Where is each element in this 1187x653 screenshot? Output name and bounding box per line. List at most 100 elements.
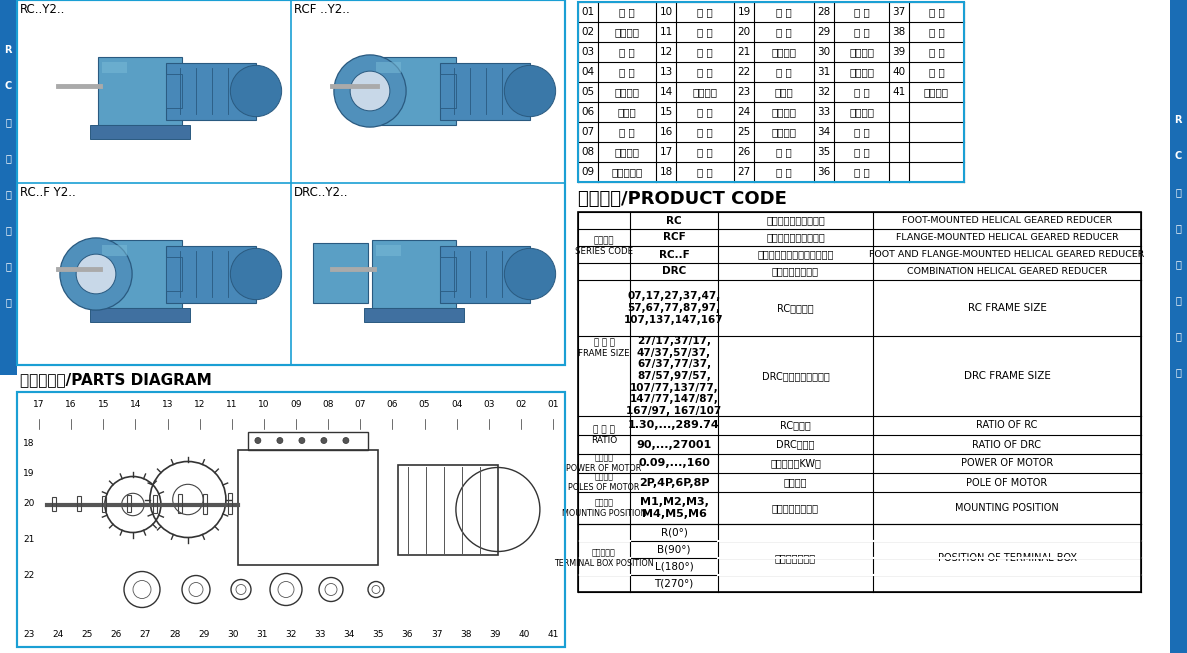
Bar <box>363 308 464 323</box>
Text: 05: 05 <box>419 400 430 409</box>
Circle shape <box>504 65 556 117</box>
Text: 14: 14 <box>659 87 673 97</box>
Text: 07: 07 <box>355 400 366 409</box>
Text: 41: 41 <box>547 630 559 639</box>
Text: 29: 29 <box>198 630 209 639</box>
Text: 04: 04 <box>451 400 462 409</box>
Text: 40: 40 <box>893 67 906 77</box>
Text: 36: 36 <box>818 167 831 177</box>
Text: 平面油封: 平面油封 <box>772 107 796 117</box>
Text: 07: 07 <box>582 127 595 137</box>
Text: 机 座 号
FRAME SIZE: 机 座 号 FRAME SIZE <box>578 338 630 358</box>
Text: 90,...,27001: 90,...,27001 <box>636 439 712 449</box>
Text: 34: 34 <box>343 630 355 639</box>
Text: DRC FRAME SIZE: DRC FRAME SIZE <box>964 371 1050 381</box>
Text: RC..Y2..: RC..Y2.. <box>20 3 65 16</box>
Text: 30: 30 <box>818 47 831 57</box>
Text: 电机功率
POWER OF MOTOR: 电机功率 POWER OF MOTOR <box>566 454 642 473</box>
Bar <box>102 62 127 72</box>
Text: 外六角螺钉: 外六角螺钉 <box>611 167 642 177</box>
Text: 系列代号
SERIES CODE: 系列代号 SERIES CODE <box>575 236 633 256</box>
Text: 甮油盘: 甮油盘 <box>617 107 636 117</box>
Bar <box>578 2 964 182</box>
Circle shape <box>230 65 281 117</box>
Text: 垫 圈: 垫 圈 <box>928 47 945 57</box>
Text: 电机功率（KW）: 电机功率（KW） <box>770 458 821 468</box>
Text: 06: 06 <box>582 107 595 117</box>
Text: 底脚及法兰安装斜齿轮减速机: 底脚及法兰安装斜齿轮减速机 <box>757 249 833 259</box>
Text: 27: 27 <box>737 167 750 177</box>
Text: 机: 机 <box>5 297 11 307</box>
Text: 18: 18 <box>24 439 34 449</box>
Bar <box>77 496 81 511</box>
Text: 16: 16 <box>65 400 77 409</box>
Text: 09: 09 <box>291 400 301 409</box>
Text: 部件分解图/PARTS DIAGRAM: 部件分解图/PARTS DIAGRAM <box>20 372 211 387</box>
Text: 11: 11 <box>226 400 237 409</box>
Text: 平 键: 平 键 <box>620 67 635 77</box>
Text: 12: 12 <box>193 400 205 409</box>
Text: 轴 齿: 轴 齿 <box>853 127 869 137</box>
Text: 22: 22 <box>737 67 750 77</box>
Bar <box>440 257 456 291</box>
Text: 接线盒方位
TERMINAL BOX POSITION: 接线盒方位 TERMINAL BOX POSITION <box>554 549 654 567</box>
Circle shape <box>343 438 349 443</box>
Text: 齿 轮: 齿 轮 <box>853 27 869 37</box>
Text: 24: 24 <box>52 630 64 639</box>
Text: 20: 20 <box>24 500 34 509</box>
Bar <box>17 392 565 647</box>
Bar <box>313 243 368 304</box>
Text: 18: 18 <box>659 167 673 177</box>
Text: RCF ..Y2..: RCF ..Y2.. <box>294 3 350 16</box>
Text: 平面油封: 平面油封 <box>849 47 874 57</box>
Text: 轴 承: 轴 承 <box>776 7 792 17</box>
Bar <box>228 493 231 514</box>
Text: 电 机: 电 机 <box>620 7 635 17</box>
Text: 齿: 齿 <box>5 153 11 163</box>
Text: 39: 39 <box>489 630 501 639</box>
Text: B(90°): B(90°) <box>658 545 691 554</box>
Bar <box>99 57 182 125</box>
Text: 19: 19 <box>737 7 750 17</box>
Text: RATIO OF RC: RATIO OF RC <box>977 421 1037 430</box>
Text: 15: 15 <box>97 400 109 409</box>
Text: 23: 23 <box>24 630 34 639</box>
Text: 1.30,...,289.74: 1.30,...,289.74 <box>628 421 719 430</box>
Text: FLANGE-MOUNTED HELICAL GEARED REDUCER: FLANGE-MOUNTED HELICAL GEARED REDUCER <box>896 233 1118 242</box>
Bar <box>376 62 401 72</box>
Bar <box>17 0 565 365</box>
Bar <box>578 212 1141 592</box>
Text: 38: 38 <box>459 630 471 639</box>
Text: 面: 面 <box>5 189 11 199</box>
Text: 轴 承: 轴 承 <box>853 147 869 157</box>
Text: 减: 减 <box>1175 295 1181 305</box>
Text: 机: 机 <box>1175 367 1181 377</box>
Bar <box>17 0 565 365</box>
Text: 16: 16 <box>659 127 673 137</box>
Text: C: C <box>1174 151 1181 161</box>
Bar <box>17 392 565 647</box>
Text: 02: 02 <box>515 400 527 409</box>
Circle shape <box>277 438 283 443</box>
Text: 41: 41 <box>893 87 906 97</box>
Text: 28: 28 <box>818 7 831 17</box>
Text: 传 动 比
RATIO: 传 动 比 RATIO <box>591 425 617 445</box>
Bar <box>372 57 456 125</box>
Text: 12: 12 <box>659 47 673 57</box>
Text: 硬: 硬 <box>1175 187 1181 197</box>
Text: RATIO OF DRC: RATIO OF DRC <box>972 439 1041 449</box>
Text: 08: 08 <box>582 147 595 157</box>
Text: 20: 20 <box>737 27 750 37</box>
Bar <box>102 496 107 511</box>
Text: 13: 13 <box>659 67 673 77</box>
Text: 输出轴: 输出轴 <box>775 87 793 97</box>
Text: 平 键: 平 键 <box>928 7 945 17</box>
Text: 平 键: 平 键 <box>776 27 792 37</box>
Text: 轴 承: 轴 承 <box>776 147 792 157</box>
Text: POSITION OF TERMINAL BOX: POSITION OF TERMINAL BOX <box>938 553 1077 563</box>
Text: 油 封: 油 封 <box>776 67 792 77</box>
Circle shape <box>350 71 389 111</box>
Text: RC FRAME SIZE: RC FRAME SIZE <box>967 303 1047 313</box>
Text: DRC减速比: DRC减速比 <box>776 439 814 449</box>
Text: 0.09,...,160: 0.09,...,160 <box>639 458 710 468</box>
